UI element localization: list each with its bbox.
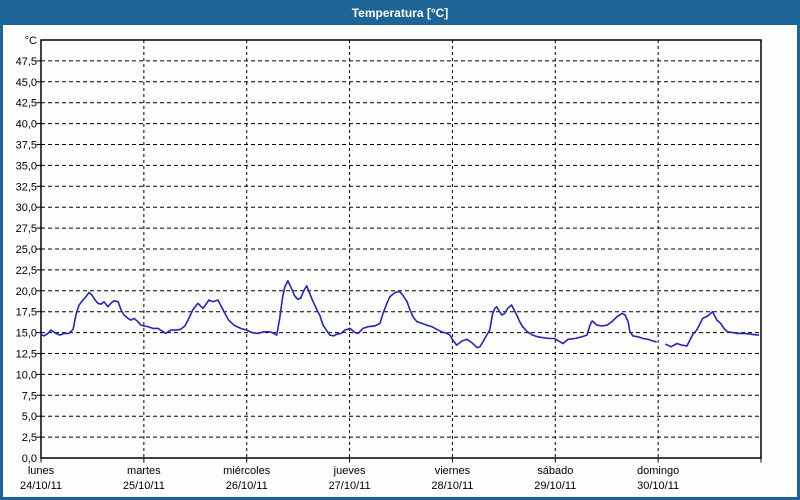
x-day-label: lunes	[28, 465, 55, 477]
y-tick-label: 32,5	[16, 181, 37, 193]
y-tick-label: 35,0	[16, 160, 37, 172]
chart-content-area	[3, 25, 797, 497]
y-tick-label: 17,5	[16, 307, 37, 319]
chart-titlebar: Temperatura [°C]	[0, 0, 800, 25]
y-tick-label: 15,0	[16, 328, 37, 340]
x-date-label: 28/10/11	[431, 480, 473, 492]
y-tick-label: 2,5	[22, 432, 37, 444]
y-axis: 0,0 2,5 5,0 7,5 10,0 12,5 15,0 17,5 20,0 22,5 25,0…	[16, 35, 41, 465]
y-tick-label: 27,5	[16, 223, 37, 235]
y-tick-label: 30,0	[16, 202, 37, 214]
y-tick-label: 10,0	[16, 369, 37, 381]
x-day-label: martes	[127, 465, 161, 477]
y-tick-label: 45,0	[16, 77, 37, 89]
x-date-label: 24/10/11	[20, 480, 62, 492]
temperature-line	[40, 279, 760, 349]
x-day-label: sábado	[537, 465, 573, 477]
y-tick-label: 42,5	[16, 98, 37, 110]
y-tick-label: 25,0	[16, 244, 37, 256]
x-day-label: jueves	[333, 465, 366, 477]
x-date-label: 30/10/11	[637, 480, 679, 492]
x-day-label: miércoles	[223, 465, 271, 477]
x-day-label: viernes	[435, 465, 471, 477]
y-tick-label: 12,5	[16, 349, 37, 361]
x-day-label: domingo	[637, 465, 679, 477]
y-tick-label: 37,5	[16, 140, 37, 152]
x-date-label: 26/10/11	[226, 480, 268, 492]
y-tick-label: 47,5	[16, 56, 37, 68]
y-tick-label: 20,0	[16, 286, 37, 298]
x-date-label: 29/10/11	[534, 480, 576, 492]
gridlines	[41, 40, 761, 458]
y-tick-label: 40,0	[16, 119, 37, 131]
y-tick-label: 22,5	[16, 265, 37, 277]
y-tick-label: 7,5	[22, 390, 37, 402]
x-axis: lunes 24/10/11 martes 25/10/11 miércoles 26/1…	[20, 458, 762, 492]
y-axis-unit-label: °C	[25, 35, 37, 47]
y-tick-label: 0,0	[22, 453, 37, 465]
x-date-label: 25/10/11	[123, 480, 165, 492]
chart-title: Temperatura [°C]	[351, 5, 449, 20]
x-date-label: 27/10/11	[329, 480, 371, 492]
y-tick-label: 5,0	[22, 411, 37, 423]
